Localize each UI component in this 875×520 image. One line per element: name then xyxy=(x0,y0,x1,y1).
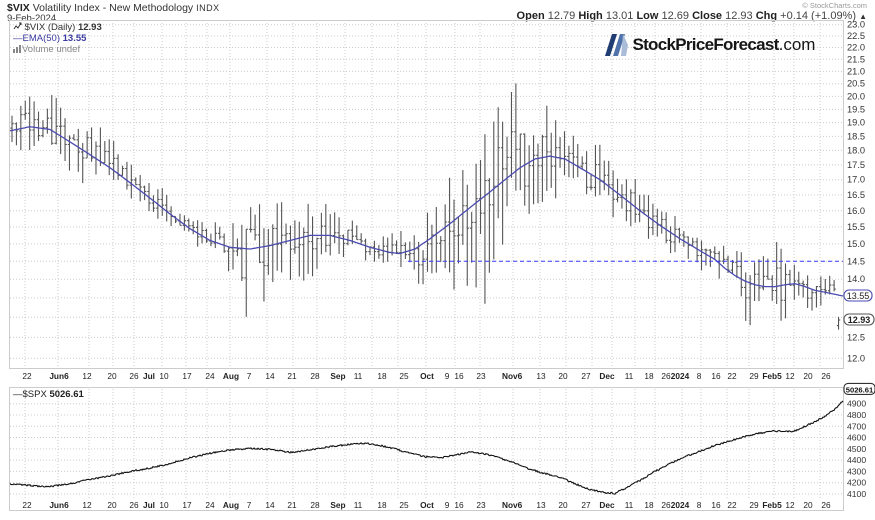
svg-text:18.5: 18.5 xyxy=(847,131,865,141)
svg-text:4600: 4600 xyxy=(847,433,866,443)
svg-text:21.5: 21.5 xyxy=(847,54,865,64)
svg-text:13.55: 13.55 xyxy=(847,291,870,301)
svg-text:15.5: 15.5 xyxy=(847,222,865,232)
svg-text:17.5: 17.5 xyxy=(847,160,865,170)
svg-text:4300: 4300 xyxy=(847,466,866,476)
svg-text:12.5: 12.5 xyxy=(847,332,865,342)
svg-text:15.0: 15.0 xyxy=(847,239,865,249)
svg-text:4400: 4400 xyxy=(847,455,866,465)
svg-text:4900: 4900 xyxy=(847,399,866,409)
svg-text:20.0: 20.0 xyxy=(847,91,865,101)
svg-text:14.5: 14.5 xyxy=(847,256,865,266)
svg-text:4500: 4500 xyxy=(847,444,866,454)
svg-text:12.93: 12.93 xyxy=(848,315,871,325)
svg-text:23.0: 23.0 xyxy=(847,20,865,30)
svg-text:4700: 4700 xyxy=(847,421,866,431)
svg-text:16.0: 16.0 xyxy=(847,206,865,216)
svg-text:12.0: 12.0 xyxy=(847,353,865,363)
svg-text:18.0: 18.0 xyxy=(847,145,865,155)
svg-text:14.0: 14.0 xyxy=(847,274,865,284)
svg-text:4100: 4100 xyxy=(847,489,866,499)
svg-text:5026.61: 5026.61 xyxy=(846,385,874,394)
svg-text:22.0: 22.0 xyxy=(847,42,865,52)
svg-text:16.5: 16.5 xyxy=(847,190,865,200)
svg-text:19.5: 19.5 xyxy=(847,104,865,114)
svg-text:22.5: 22.5 xyxy=(847,31,865,41)
svg-text:4800: 4800 xyxy=(847,410,866,420)
svg-text:21.0: 21.0 xyxy=(847,66,865,76)
svg-text:4200: 4200 xyxy=(847,478,866,488)
svg-text:19.0: 19.0 xyxy=(847,118,865,128)
svg-text:20.5: 20.5 xyxy=(847,79,865,89)
svg-text:17.0: 17.0 xyxy=(847,175,865,185)
